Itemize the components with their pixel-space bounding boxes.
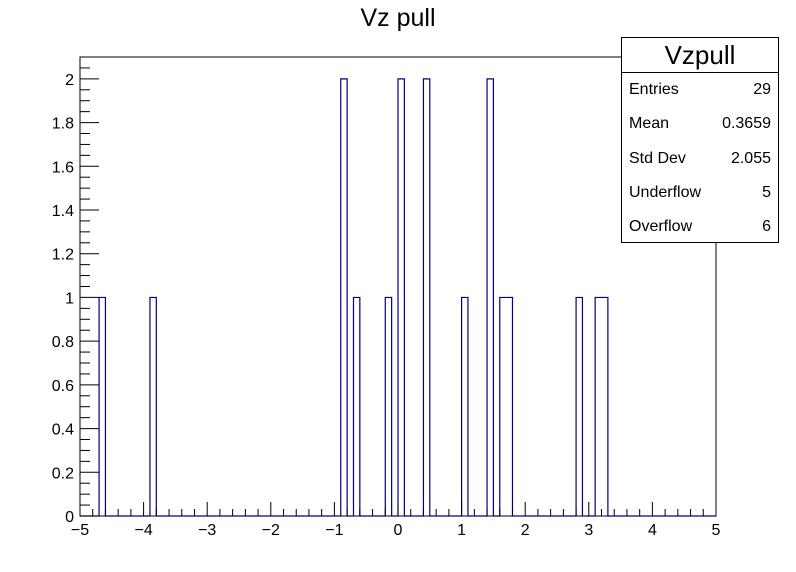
y-tick-label: 2 — [65, 72, 74, 89]
stats-label: Std Dev — [629, 149, 686, 167]
x-tick-label: −1 — [325, 522, 343, 539]
stats-label: Overflow — [629, 218, 693, 236]
stats-value: 2.055 — [730, 149, 771, 167]
stats-row-mean: Mean 0.3659 — [622, 107, 778, 141]
stats-label: Underflow — [629, 184, 702, 202]
histogram-bin — [341, 79, 347, 516]
stats-row-std-dev: Std Dev 2.055 — [622, 142, 778, 176]
histogram-bin — [602, 297, 608, 516]
stats-value: 6 — [762, 218, 771, 236]
y-tick-label: 1 — [65, 290, 74, 307]
histogram-bin — [500, 297, 506, 516]
histogram-bin — [595, 297, 601, 516]
stats-label: Mean — [629, 115, 670, 133]
x-tick-label: 0 — [394, 522, 403, 539]
stats-row-entries: Entries 29 — [622, 73, 778, 107]
x-tick-label: −4 — [134, 522, 152, 539]
stats-box: Vzpull Entries 29 Mean 0.3659 Std Dev 2.… — [621, 37, 779, 243]
histogram-bin — [99, 297, 105, 516]
y-tick-label: 1.8 — [52, 116, 74, 133]
y-tick-label: 0.8 — [52, 334, 74, 351]
stats-row-underflow: Underflow 5 — [622, 176, 778, 210]
histogram-bin — [487, 79, 493, 516]
y-tick-label: 0.4 — [52, 422, 74, 439]
x-tick-label: 1 — [457, 522, 466, 539]
y-tick-label: 1.6 — [52, 159, 74, 176]
stats-label: Entries — [629, 81, 679, 99]
histogram-bin — [462, 297, 468, 516]
y-tick-label: 0 — [65, 509, 74, 526]
histogram-bin — [150, 297, 156, 516]
y-tick-label: 0.2 — [52, 465, 74, 482]
stats-value: 0.3659 — [722, 115, 771, 133]
x-tick-label: −5 — [71, 522, 89, 539]
x-tick-label: 3 — [584, 522, 593, 539]
x-tick-label: −2 — [262, 522, 280, 539]
histogram-bin — [398, 79, 404, 516]
histogram-bin — [576, 297, 582, 516]
y-tick-label: 1.4 — [52, 203, 74, 220]
x-tick-label: 4 — [648, 522, 657, 539]
y-tick-label: 1.2 — [52, 247, 74, 264]
stats-value: 29 — [753, 81, 771, 99]
histogram-bin — [353, 297, 359, 516]
histogram-bin — [506, 297, 512, 516]
x-tick-label: 5 — [712, 522, 721, 539]
stats-value: 5 — [762, 184, 771, 202]
histogram-outline — [80, 78, 716, 517]
x-tick-label: −3 — [198, 522, 216, 539]
histogram-bin — [385, 297, 391, 516]
stats-title: Vzpull — [622, 38, 778, 73]
chart-title: Vz pull — [360, 4, 436, 32]
histogram-bin — [423, 79, 429, 516]
stats-row-overflow: Overflow 6 — [622, 210, 778, 244]
x-tick-label: 2 — [521, 522, 530, 539]
y-tick-label: 0.6 — [52, 378, 74, 395]
